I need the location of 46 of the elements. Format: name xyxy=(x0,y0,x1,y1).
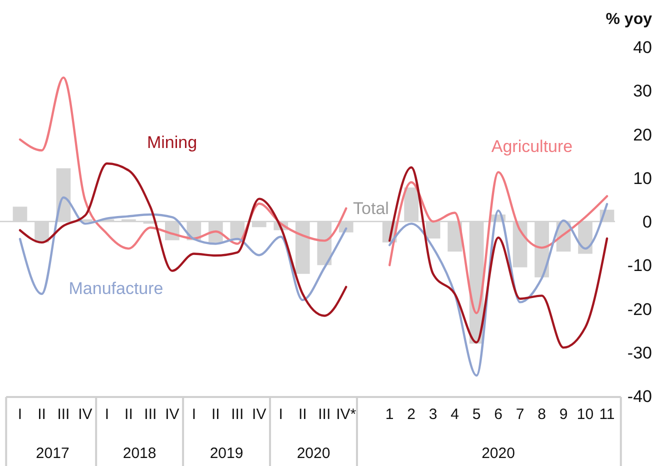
y-axis-title: % yoy xyxy=(606,11,652,28)
x-tick-label: III xyxy=(231,406,244,423)
x-tick-label: I xyxy=(192,406,196,423)
x-tick-label: II xyxy=(124,406,133,423)
x-tick-label: 4 xyxy=(450,406,459,423)
x-tick-label: III xyxy=(57,406,70,423)
series-label: Mining xyxy=(146,133,198,152)
x-tick-label: I xyxy=(18,406,22,423)
x-tick-label: 5 xyxy=(472,406,481,423)
x-tick-label: 6 xyxy=(494,406,502,423)
y-tick-label: -40 xyxy=(627,387,652,406)
x-tick-label: 7 xyxy=(516,406,524,423)
text: 2020 xyxy=(482,445,515,462)
y-tick-label: -30 xyxy=(627,343,652,362)
y-tick-label: 20 xyxy=(633,125,652,144)
text: 2017 xyxy=(36,445,70,462)
x-tick-label: 1 xyxy=(385,406,394,423)
x-tick-label: IV xyxy=(78,406,92,423)
x-tick-label: II xyxy=(298,406,307,423)
series-label: Agriculture xyxy=(491,137,573,156)
text: 2019 xyxy=(210,445,244,462)
x-tick-label: II xyxy=(211,406,220,423)
x-tick-label: 3 xyxy=(428,406,438,423)
y-tick-label: 30 xyxy=(633,82,652,101)
x-tick-label: III xyxy=(144,406,157,423)
y-tick-label: 40 xyxy=(633,38,652,57)
x-tick-label: II xyxy=(38,406,46,423)
y-tick-label: -20 xyxy=(627,300,652,319)
x-tick-label: III xyxy=(318,406,331,423)
series-label: Manufacture xyxy=(68,279,164,298)
text: 2018 xyxy=(122,445,156,462)
text: 2020 xyxy=(296,445,330,462)
x-tick-label: IV xyxy=(165,406,180,423)
x-tick-label: I xyxy=(104,406,110,423)
series-label: Total xyxy=(353,199,389,218)
y-tick-label: 10 xyxy=(633,168,652,188)
y-tick-label: -10 xyxy=(627,256,652,276)
x-tick-label: 8 xyxy=(538,406,546,423)
x-tick-label: 2 xyxy=(407,406,416,423)
x-tick-label: 10 xyxy=(576,406,594,423)
x-tick-label: IV* xyxy=(336,406,356,423)
x-tick-label: I xyxy=(278,406,283,423)
x-tick-label: IV xyxy=(252,406,266,423)
y-tick-label: 0 xyxy=(642,212,652,232)
x-tick-label: 11 xyxy=(599,406,615,423)
x-tick-label: 9 xyxy=(559,406,568,423)
